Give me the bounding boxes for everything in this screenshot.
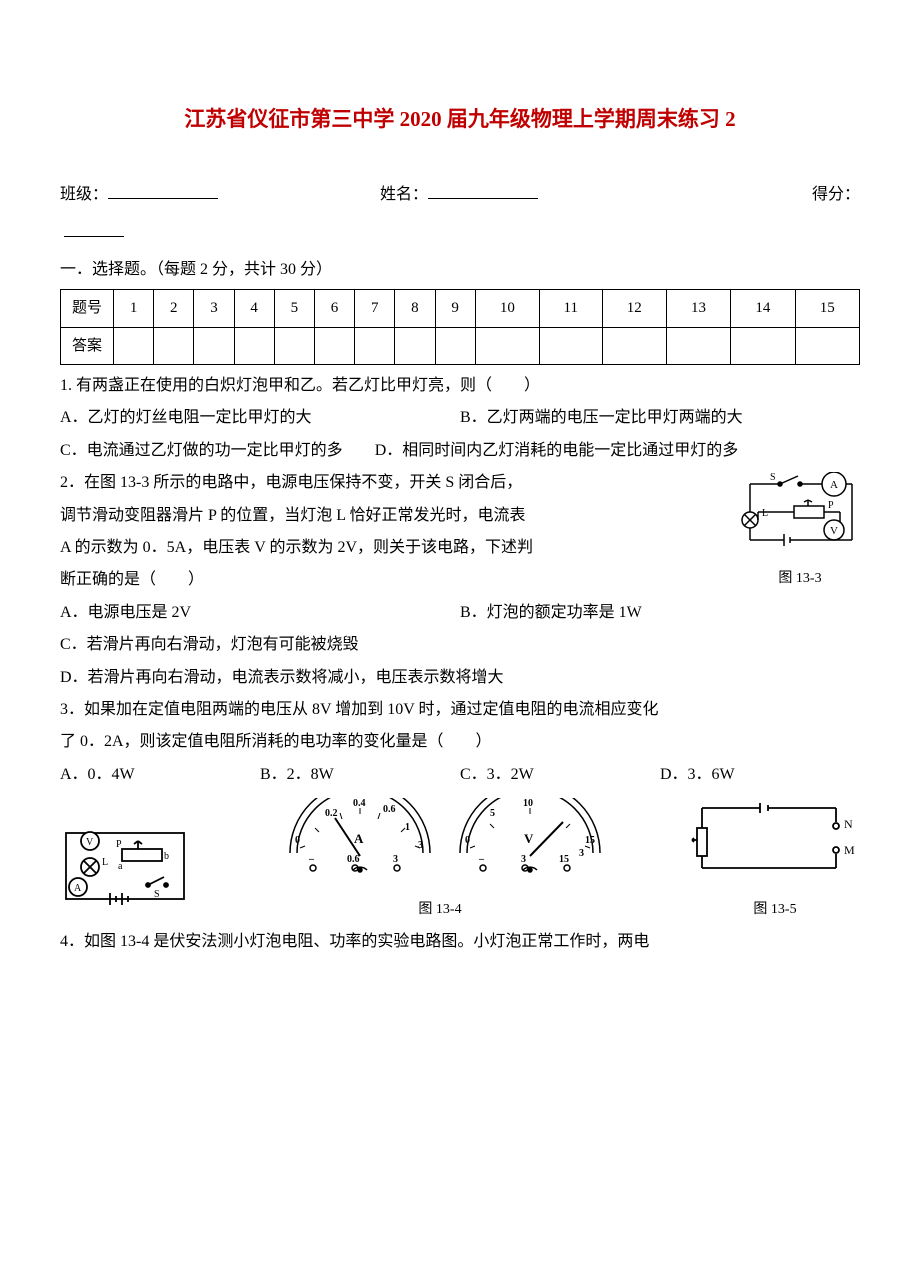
q2-optD: D．若滑片再向右滑动，电流表示数将减小，电压表示数将增大: [60, 663, 860, 693]
fig-13-4: 0 0.2 0.4 0.6 1 3 A – 0.6 3: [275, 798, 605, 923]
svg-text:0: 0: [465, 835, 470, 846]
svg-text:L: L: [762, 508, 768, 519]
q3-optD: D．3．6W: [660, 760, 860, 790]
score-label: 得分：: [812, 186, 860, 203]
grid-ans-cell[interactable]: [731, 327, 795, 365]
svg-text:0.6: 0.6: [347, 854, 360, 865]
svg-text:S: S: [770, 472, 776, 483]
svg-text:3: 3: [579, 848, 584, 859]
svg-text:V: V: [830, 525, 838, 537]
name-blank[interactable]: [428, 182, 538, 199]
page-title: 江苏省仪征市第三中学 2020 届九年级物理上学期周末练习 2: [60, 100, 860, 140]
grid-num: 15: [795, 290, 860, 328]
name-label: 姓名：: [380, 186, 428, 203]
grid-ans-cell[interactable]: [435, 327, 475, 365]
svg-text:0.2: 0.2: [325, 808, 338, 819]
svg-text:M: M: [844, 843, 855, 857]
svg-text:A: A: [354, 831, 364, 846]
grid-num: 6: [314, 290, 354, 328]
svg-text:15: 15: [559, 854, 569, 865]
grid-ans-cell[interactable]: [795, 327, 860, 365]
fig-circuit-left: V L A P a b S: [60, 827, 190, 923]
answer-grid: 题号 1 2 3 4 5 6 7 8 9 10 11 12 13 14 15 答…: [60, 289, 860, 365]
grid-num: 14: [731, 290, 795, 328]
q4-stem: 4．如图 13-4 是伏安法测小灯泡电阻、功率的实验电路图。小灯泡正常工作时，两…: [60, 927, 860, 957]
grid-ans-cell[interactable]: [154, 327, 194, 365]
grid-num: 12: [602, 290, 666, 328]
grid-num: 9: [435, 290, 475, 328]
svg-text:A: A: [74, 883, 82, 894]
svg-text:N: N: [844, 817, 853, 831]
grid-ans-cell[interactable]: [274, 327, 314, 365]
grid-ans-cell[interactable]: [234, 327, 274, 365]
fig-13-3: S A L: [740, 472, 860, 592]
fig-13-3-caption: 图 13-3: [740, 566, 860, 593]
svg-text:3: 3: [393, 854, 398, 865]
grid-num: 13: [666, 290, 730, 328]
q1-optB: B．乙灯两端的电压一定比甲灯两端的大: [460, 403, 860, 433]
grid-num: 3: [194, 290, 234, 328]
svg-text:10: 10: [523, 798, 533, 809]
q3-l1: 3．如果加在定值电阻两端的电压从 8V 增加到 10V 时，通过定值电阻的电流相…: [60, 695, 860, 725]
svg-text:3: 3: [418, 840, 423, 851]
svg-text:P: P: [116, 839, 122, 850]
svg-text:P: P: [828, 500, 834, 511]
q3-optA: A．0．4W: [60, 760, 260, 790]
grid-ans-cell[interactable]: [475, 327, 539, 365]
q2-optB: B．灯泡的额定功率是 1W: [460, 598, 860, 628]
grid-ans-cell[interactable]: [194, 327, 234, 365]
grid-ans-cell[interactable]: [314, 327, 354, 365]
grid-ans-cell[interactable]: [395, 327, 435, 365]
q1-optA: A．乙灯的灯丝电阻一定比甲灯的大: [60, 403, 460, 433]
class-label: 班级：: [60, 186, 108, 203]
grid-num: 2: [154, 290, 194, 328]
svg-text:–: –: [308, 854, 315, 865]
svg-text:L: L: [102, 857, 108, 868]
grid-num: 8: [395, 290, 435, 328]
q1-optD: D．相同时间内乙灯消耗的电能一定比通过甲灯的多: [375, 442, 739, 459]
q2-optA: A．电源电压是 2V: [60, 598, 460, 628]
svg-text:0.6: 0.6: [383, 804, 396, 815]
q3-l2: 了 0．2A，则该定值电阻所消耗的电功率的变化量是（ ）: [60, 727, 860, 757]
grid-num: 5: [274, 290, 314, 328]
fig-13-4-caption: 图 13-4: [275, 897, 605, 924]
svg-text:A: A: [830, 479, 838, 491]
student-info-row: 班级： 姓名： 得分：: [60, 180, 860, 210]
grid-num: 1: [114, 290, 154, 328]
class-blank[interactable]: [108, 182, 218, 199]
grid-anslabel: 答案: [61, 327, 114, 365]
q1-optC: C．电流通过乙灯做的功一定比甲灯的多: [60, 442, 343, 459]
q1-stem: 1. 有两盏正在使用的白炽灯泡甲和乙。若乙灯比甲灯亮，则（ ）: [60, 371, 860, 401]
svg-text:V: V: [524, 831, 534, 846]
svg-text:15: 15: [585, 835, 595, 846]
svg-text:–: –: [478, 854, 485, 865]
svg-text:S: S: [154, 889, 160, 900]
grid-num: 10: [475, 290, 539, 328]
q3-optB: B．2．8W: [260, 760, 460, 790]
q3-optC: C．3．2W: [460, 760, 660, 790]
svg-text:1: 1: [405, 822, 410, 833]
fig-13-5-caption: 图 13-5: [690, 897, 860, 924]
grid-num: 7: [355, 290, 395, 328]
svg-text:0: 0: [295, 835, 300, 846]
grid-ans-cell[interactable]: [540, 327, 603, 365]
fig-13-5: N M 图 13-5: [690, 798, 860, 923]
svg-text:3: 3: [521, 854, 526, 865]
grid-ans-cell[interactable]: [114, 327, 154, 365]
grid-ans-cell[interactable]: [602, 327, 666, 365]
grid-ans-cell[interactable]: [355, 327, 395, 365]
svg-text:5: 5: [490, 808, 495, 819]
svg-text:V: V: [86, 837, 94, 848]
svg-text:b: b: [164, 851, 169, 862]
svg-text:0.4: 0.4: [353, 798, 366, 809]
grid-rowlabel: 题号: [61, 290, 114, 328]
grid-num: 4: [234, 290, 274, 328]
grid-num: 11: [540, 290, 603, 328]
q2-optC: C．若滑片再向右滑动，灯泡有可能被烧毁: [60, 630, 860, 660]
grid-ans-cell[interactable]: [666, 327, 730, 365]
score-blank[interactable]: [64, 220, 124, 237]
svg-text:a: a: [118, 861, 123, 872]
section1-heading: 一．选择题。（每题 2 分，共计 30 分）: [60, 255, 860, 285]
